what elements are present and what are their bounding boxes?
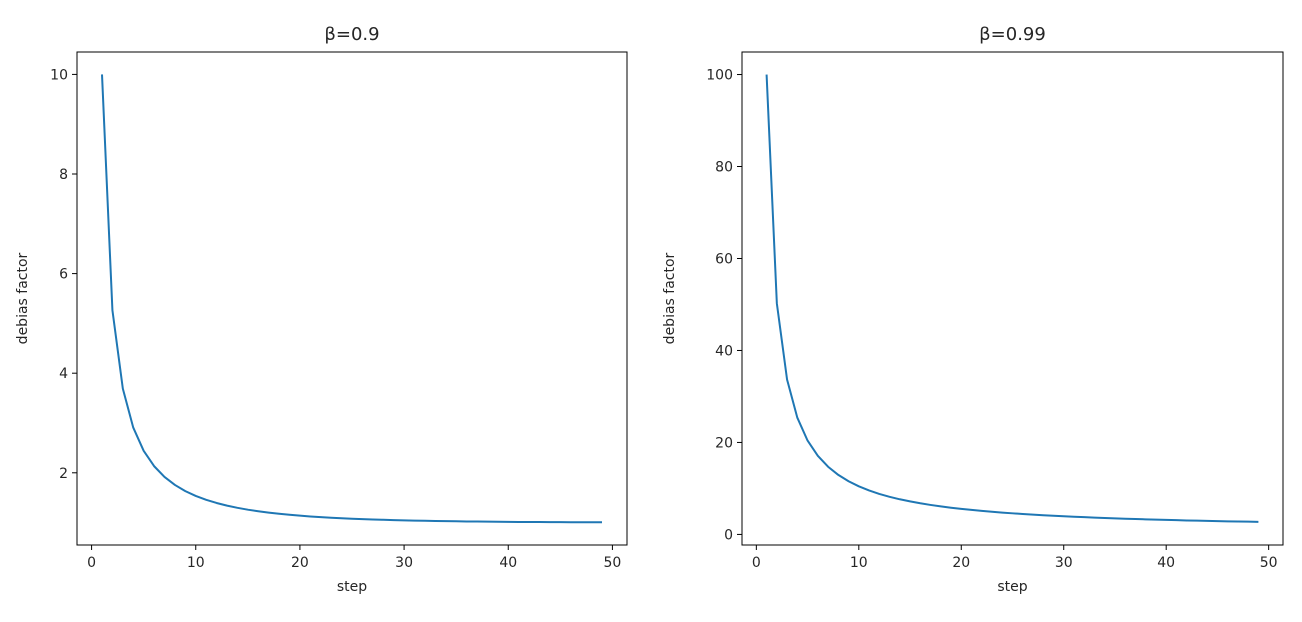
- y-tick-label: 60: [715, 251, 733, 267]
- chart-title: β=0.9: [324, 24, 379, 45]
- y-tick-label: 6: [59, 267, 68, 283]
- y-tick-label: 80: [715, 160, 733, 176]
- x-tick-label: 30: [1055, 555, 1073, 571]
- y-tick-label: 10: [50, 67, 68, 83]
- x-tick-label: 40: [1157, 555, 1175, 571]
- series-line: [101, 74, 602, 524]
- y-axis-label: debias factor: [662, 252, 678, 344]
- x-tick-label: 20: [291, 555, 309, 571]
- series-line: [765, 74, 1259, 523]
- chart-beta-0-99: β=0.99 0 10 20 30 40 50 0 20 40 60 80 100 step debias …: [662, 24, 1284, 595]
- x-axis-label: step: [997, 579, 1027, 595]
- y-tick-label: 2: [59, 466, 68, 482]
- x-axis-label: step: [337, 579, 367, 595]
- x-tick-label: 30: [395, 555, 413, 571]
- chart-beta-0-9: β=0.9 0 10 20 30 40 50 2 4 6 8 10 step debias factor: [15, 24, 628, 595]
- x-tick-label: 0: [87, 555, 96, 571]
- x-tick-label: 20: [952, 555, 970, 571]
- x-tick-label: 10: [187, 555, 205, 571]
- chart-title: β=0.99: [979, 24, 1046, 45]
- y-axis-label: debias factor: [15, 252, 31, 344]
- y-tick-label: 20: [715, 435, 733, 451]
- y-tick-label: 8: [59, 167, 68, 183]
- y-tick-label: 0: [724, 527, 733, 543]
- x-tick-label: 40: [499, 555, 517, 571]
- x-tick-label: 50: [1260, 555, 1278, 571]
- x-tick-label: 50: [604, 555, 622, 571]
- plot-frame: [741, 51, 1284, 546]
- x-tick-label: 10: [850, 555, 868, 571]
- y-tick-label: 4: [59, 366, 68, 382]
- y-tick-label: 100: [706, 68, 733, 84]
- plot-frame: [76, 51, 628, 546]
- x-tick-label: 0: [752, 555, 761, 571]
- y-tick-label: 40: [715, 343, 733, 359]
